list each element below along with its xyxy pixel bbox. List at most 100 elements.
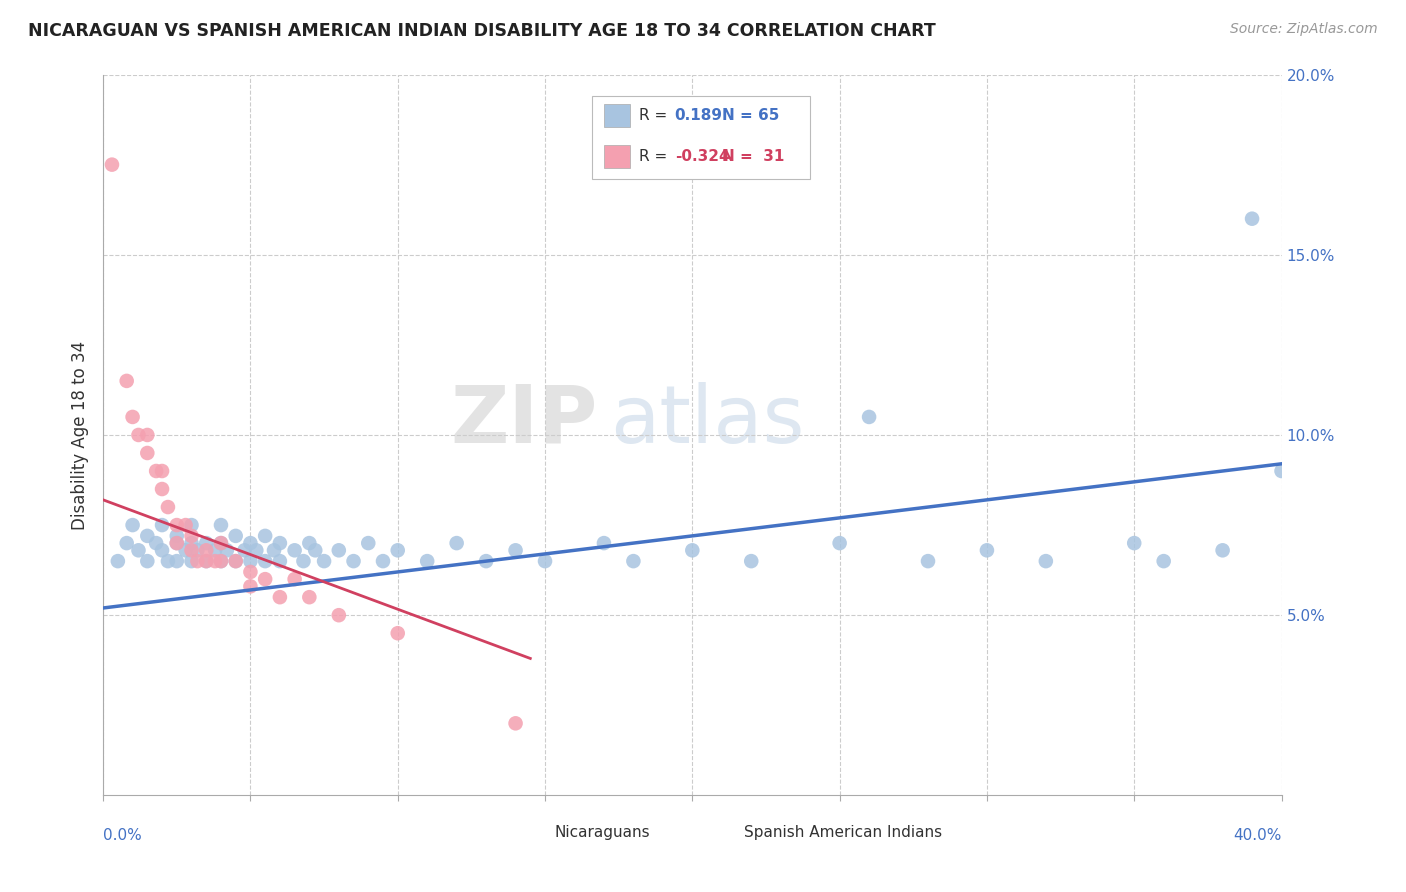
Point [239,565,262,579]
Text: 0.0%: 0.0% [103,828,142,843]
Point [166,518,188,533]
Text: Spanish American Indians: Spanish American Indians [744,825,942,840]
Point [1212,543,1234,558]
Point [136,554,159,568]
Point [156,500,179,514]
Point [166,536,188,550]
Point [387,543,409,558]
Point [1035,554,1057,568]
Point [195,536,218,550]
Point [239,579,262,593]
Point [263,543,285,558]
Point [239,536,262,550]
FancyBboxPatch shape [716,824,740,842]
Point [101,158,124,172]
Point [534,554,557,568]
Text: Source: ZipAtlas.com: Source: ZipAtlas.com [1230,22,1378,37]
Point [593,536,616,550]
Point [740,554,762,568]
Point [127,428,149,442]
Point [328,608,350,623]
Point [195,543,218,558]
Point [284,572,307,586]
Point [180,536,202,550]
Point [150,543,173,558]
Point [136,428,159,442]
Point [225,554,247,568]
Point [416,554,439,568]
Point [145,536,167,550]
Point [204,543,226,558]
Point [298,590,321,604]
Point [976,543,998,558]
Point [209,536,232,550]
Point [180,518,202,533]
Point [505,716,527,731]
Point [342,554,364,568]
Point [115,374,138,388]
Point [195,554,218,568]
Point [215,543,238,558]
Point [166,554,188,568]
Point [1123,536,1146,550]
Point [174,543,197,558]
Point [150,518,173,533]
FancyBboxPatch shape [592,96,810,179]
Point [180,543,202,558]
Point [145,464,167,478]
Point [166,529,188,543]
Point [1270,464,1292,478]
Text: -0.324: -0.324 [675,150,730,164]
Point [121,409,143,424]
Text: 40.0%: 40.0% [1233,828,1281,843]
Point [209,554,232,568]
Point [121,518,143,533]
Point [209,536,232,550]
Point [254,529,277,543]
Point [136,446,159,460]
Text: N =  31: N = 31 [721,150,785,164]
Point [371,554,394,568]
Point [269,536,291,550]
Point [127,543,149,558]
Point [209,554,232,568]
Point [269,590,291,604]
Point [681,543,703,558]
Text: Nicaraguans: Nicaraguans [554,825,650,840]
Point [269,554,291,568]
Point [239,554,262,568]
FancyBboxPatch shape [527,824,551,842]
Point [245,543,267,558]
Point [292,554,315,568]
Point [284,543,307,558]
Point [156,554,179,568]
Text: atlas: atlas [610,382,804,459]
Point [204,554,226,568]
Point [180,529,202,543]
FancyBboxPatch shape [605,104,630,127]
Point [186,543,208,558]
Point [357,536,380,550]
Text: ZIP: ZIP [451,382,598,459]
Text: R =: R = [640,108,672,123]
Text: N = 65: N = 65 [721,108,779,123]
Text: R =: R = [640,150,672,164]
Point [475,554,498,568]
Point [858,409,880,424]
Point [304,543,326,558]
Point [180,554,202,568]
Point [387,626,409,640]
Point [623,554,645,568]
Point [225,554,247,568]
Point [828,536,851,550]
Point [328,543,350,558]
Point [254,572,277,586]
Point [166,536,188,550]
FancyBboxPatch shape [605,145,630,169]
Text: 0.189: 0.189 [675,108,723,123]
Point [233,543,256,558]
Point [209,518,232,533]
Point [446,536,468,550]
Point [150,482,173,496]
Point [195,554,218,568]
